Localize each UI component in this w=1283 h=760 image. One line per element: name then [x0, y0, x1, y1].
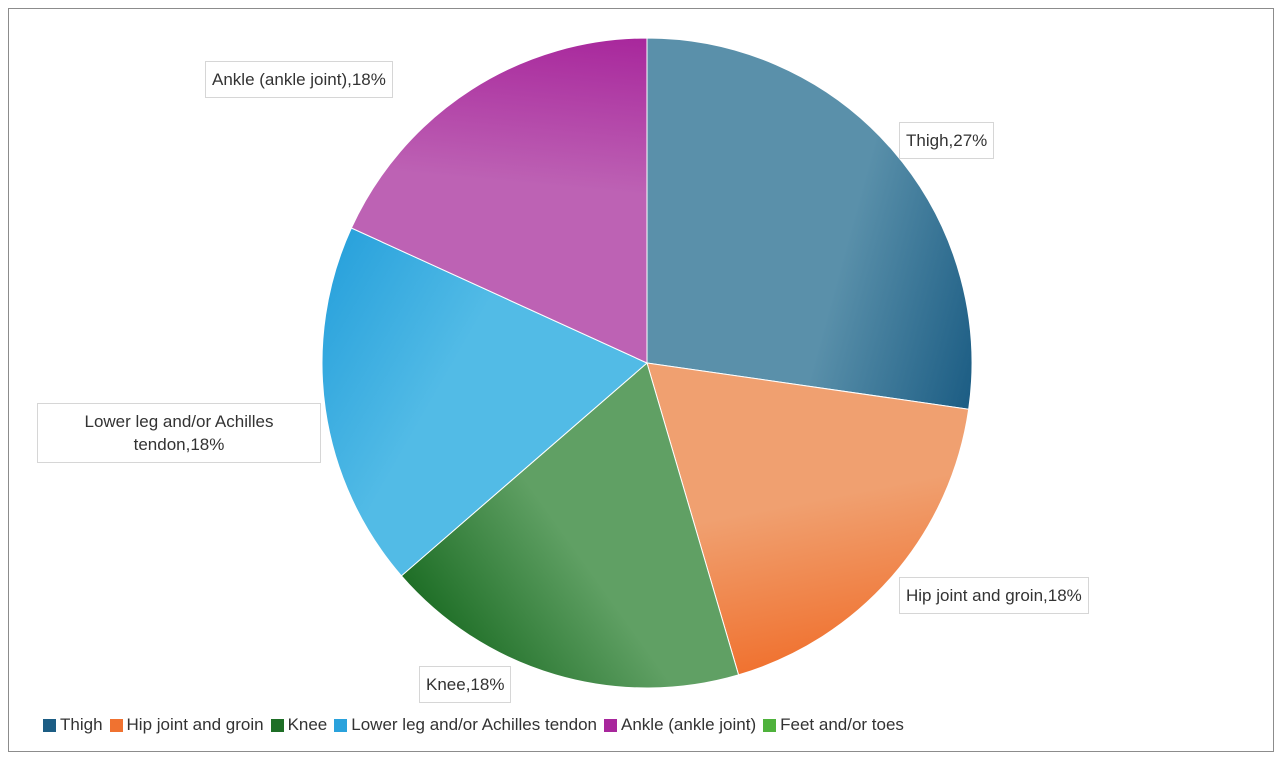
legend-label: Hip joint and groin [126, 715, 264, 734]
data-label-hip-joint-and-groin: Hip joint and groin,18% [899, 577, 1089, 614]
legend-label: Knee [287, 715, 328, 734]
legend-label: Ankle (ankle joint) [621, 715, 757, 734]
data-label-lower-leg-achilles: Lower leg and/or Achilles tendon,18% [37, 403, 321, 463]
legend-item-thigh[interactable]: Thigh [43, 715, 103, 735]
pie-slice-lower-leg-and-or-achilles-tendon[interactable] [321, 227, 648, 577]
legend-label: Lower leg and/or Achilles tendon [351, 715, 597, 734]
legend-item-ankle[interactable]: Ankle (ankle joint) [604, 715, 756, 735]
legend-item-feet-and-toes[interactable]: Feet and/or toes [763, 715, 904, 735]
legend-label: Thigh [60, 715, 103, 734]
pie-slice-thigh[interactable] [646, 37, 973, 410]
legend-swatch [109, 718, 123, 732]
legend-item-hip-joint-and-groin[interactable]: Hip joint and groin [109, 715, 264, 735]
pie-slice-hip-joint-and-groin[interactable] [646, 362, 970, 676]
pie-slice-ankle-ankle-joint[interactable] [350, 37, 648, 364]
legend-swatch [604, 718, 617, 732]
pie-slice-knee[interactable] [400, 362, 740, 689]
legend: Thigh Hip joint and groin Knee Lower leg… [43, 715, 911, 735]
data-label-knee: Knee,18% [419, 666, 512, 703]
data-label-thigh: Thigh,27% [899, 122, 995, 159]
chart-frame: Thigh,27% Hip joint and groin,18% Knee,1… [8, 8, 1274, 752]
data-label-ankle: Ankle (ankle joint),18% [205, 61, 393, 98]
pie-chart [321, 37, 973, 689]
legend-label: Feet and/or toes [780, 715, 904, 734]
legend-swatch [270, 718, 284, 732]
legend-swatch [43, 718, 56, 732]
legend-item-lower-leg-achilles[interactable]: Lower leg and/or Achilles tendon [334, 715, 597, 735]
legend-item-knee[interactable]: Knee [270, 715, 328, 735]
legend-swatch [763, 718, 777, 732]
legend-swatch [334, 718, 348, 732]
